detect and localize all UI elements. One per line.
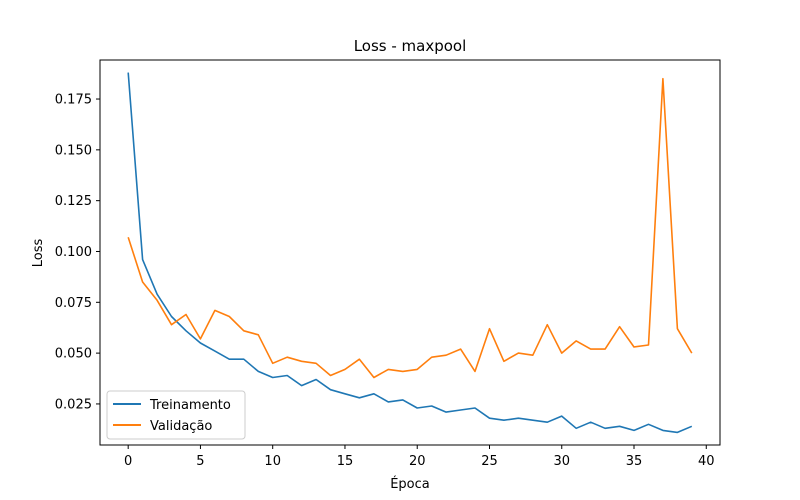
series-line-1 (127, 77, 693, 379)
x-axis-title: Época (390, 476, 430, 492)
legend-label-validacao: Validação (150, 419, 212, 434)
x-tick-label: 10 (264, 454, 281, 469)
x-tick-label: 5 (196, 454, 204, 469)
x-tick-label: 0 (124, 454, 132, 469)
x-tick-label: 35 (626, 454, 643, 469)
y-tick-label: 0.175 (55, 93, 92, 108)
plot-frame (99, 59, 721, 446)
chart-title: Loss - maxpool (354, 37, 467, 55)
y-tick-label: 0.025 (55, 397, 92, 412)
y-tick-label: 0.050 (55, 347, 92, 362)
plot-lines (127, 72, 693, 434)
y-tick-label: 0.150 (55, 143, 92, 158)
x-tick-label: 20 (409, 454, 426, 469)
y-axis-title: Loss (31, 239, 46, 268)
x-tick-label: 30 (553, 454, 570, 469)
y-tick-label: 0.075 (55, 296, 92, 311)
y-tick-label: 0.125 (55, 194, 92, 209)
legend: Treinamento Validação (106, 390, 246, 440)
x-tick-label: 25 (481, 454, 498, 469)
legend-box (106, 390, 246, 440)
y-tick-label: 0.100 (55, 245, 92, 260)
x-tick-label: 40 (698, 454, 715, 469)
series-line-0 (127, 72, 693, 434)
legend-label-treinamento: Treinamento (149, 398, 231, 413)
x-tick-label: 15 (337, 454, 354, 469)
x-axis-ticks: 0 5 10 15 20 25 30 35 40 (124, 445, 715, 469)
y-axis-ticks: 0.025 0.050 0.075 0.100 0.125 0.150 0.175 (55, 93, 100, 412)
